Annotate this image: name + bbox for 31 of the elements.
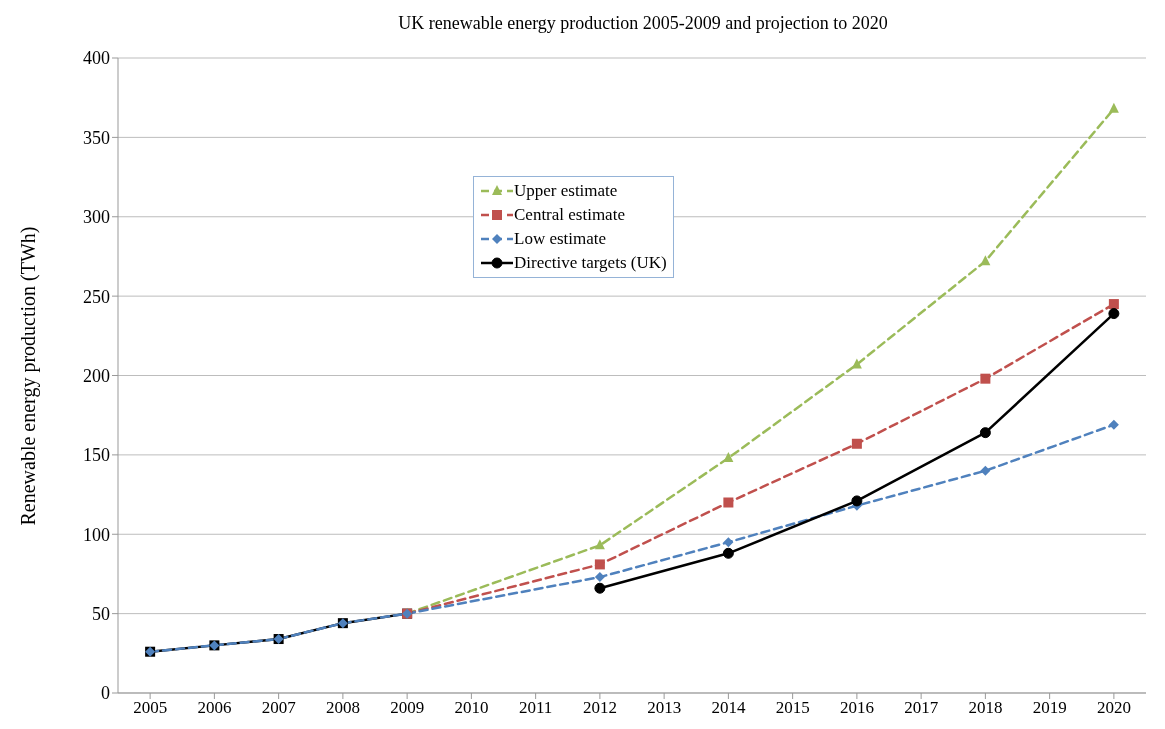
y-tick-label: 200 — [83, 365, 110, 386]
legend-label: Directive targets (UK) — [514, 253, 667, 273]
y-tick-label: 300 — [83, 207, 110, 228]
x-tick-label: 2017 — [904, 698, 939, 718]
y-tick-label: 250 — [83, 286, 110, 307]
y-tick-label: 100 — [83, 524, 110, 545]
x-tick-label: 2010 — [454, 698, 489, 718]
x-tick-label: 2020 — [1096, 698, 1131, 718]
x-tick-label: 2007 — [261, 698, 297, 718]
x-tick-label: 2016 — [839, 698, 874, 718]
y-tick-label: 150 — [83, 445, 110, 466]
x-tick-label: 2012 — [582, 698, 617, 718]
chart-title: UK renewable energy production 2005-2009 and projection to 2020 — [397, 12, 889, 35]
x-tick-label: 2018 — [968, 698, 1003, 718]
x-tick-label: 2006 — [197, 698, 232, 718]
x-tick-label: 2008 — [325, 698, 360, 718]
x-tick-label: 2019 — [1032, 698, 1067, 718]
x-tick-label: 2009 — [390, 698, 425, 718]
y-axis-title: Renewable energy production (TWh) — [17, 226, 41, 526]
x-tick-label: 2015 — [775, 698, 810, 718]
y-tick-label: 400 — [83, 48, 110, 69]
legend-label: Low estimate — [514, 229, 607, 249]
y-tick-label: 0 — [101, 683, 110, 704]
x-tick-label: 2014 — [711, 698, 746, 718]
x-tick-label: 2013 — [647, 698, 682, 718]
x-tick-label: 2011 — [518, 698, 553, 718]
legend-label: Central estimate — [514, 205, 625, 225]
y-tick-label: 350 — [83, 127, 110, 148]
legend-label: Upper estimate — [514, 181, 618, 201]
y-tick-label: 50 — [92, 604, 110, 625]
x-tick-label: 2005 — [133, 698, 168, 718]
